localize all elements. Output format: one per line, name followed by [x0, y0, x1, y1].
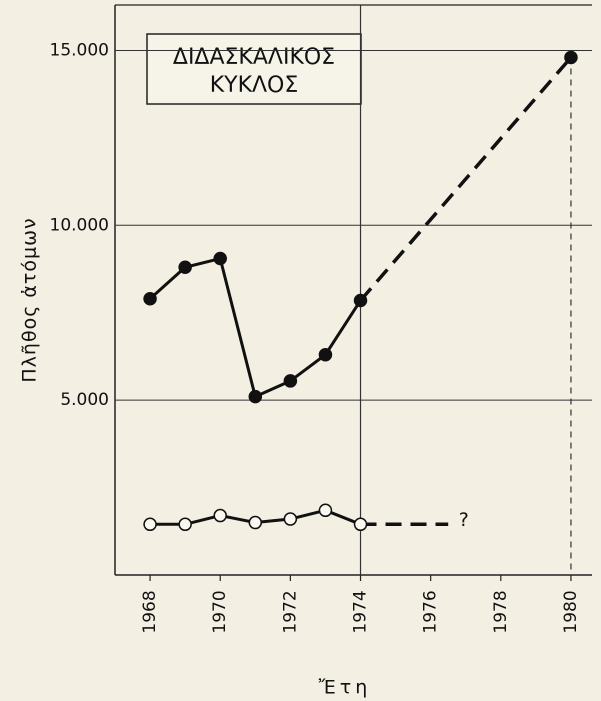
marker [353, 293, 368, 308]
x-axis-label: Ἔτη [319, 677, 372, 699]
marker [178, 260, 192, 275]
x-tick-label: 1980 [561, 590, 581, 633]
marker [143, 291, 157, 306]
marker [213, 508, 227, 523]
x-tick-label: 1978 [491, 590, 511, 633]
marker [248, 389, 263, 404]
marker [353, 517, 368, 532]
marker [248, 515, 263, 530]
y-axis-label: Πλῆθος ἀτόμων [19, 217, 41, 382]
marker [283, 374, 298, 388]
series-line [359, 56, 573, 302]
marker [318, 503, 333, 518]
marker [564, 50, 578, 65]
x-tick-label: 1972 [280, 590, 300, 633]
x-tick-label: 1974 [351, 590, 371, 633]
title-box [146, 33, 362, 105]
marker [213, 251, 227, 266]
y-tick-label: 5.000 [60, 390, 109, 410]
marker [283, 512, 298, 526]
marker [318, 347, 333, 362]
x-tick-label: 1970 [210, 590, 230, 633]
marker [178, 517, 192, 532]
y-tick-label: 15.000 [50, 40, 109, 60]
x-tick-label: 1976 [421, 590, 441, 633]
marker [143, 517, 157, 532]
title-line: ΔΙΔΑΣΚΑΛΙΚΟΣ [173, 45, 335, 70]
title-line: ΚΥΚΛΟΣ [210, 73, 299, 98]
annotation: ? [459, 509, 469, 531]
y-tick-label: 10.000 [50, 215, 109, 235]
x-tick-label: 1968 [140, 590, 160, 633]
